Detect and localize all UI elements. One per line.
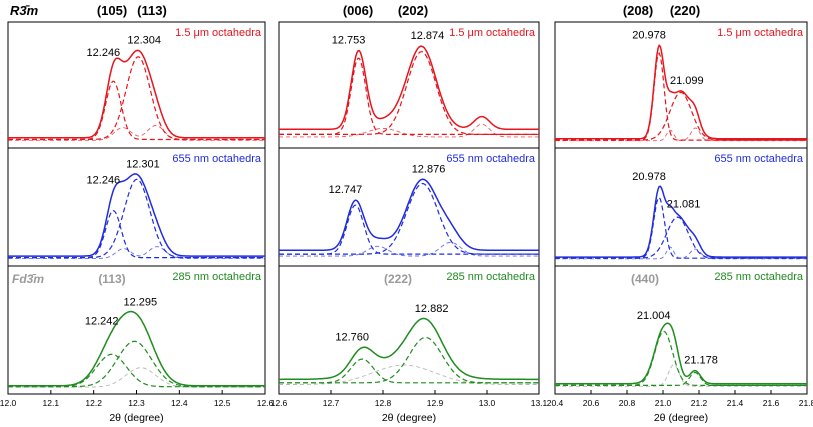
x-tick-label-1-0: 12.6 [271,398,288,408]
peak-label-1-0-1: 12.874 [411,30,445,42]
hkl-top-2-1: (220) [670,3,700,18]
fit-peak-b-0-2 [8,340,265,388]
peak-label-0-1-0: 12.246 [87,174,121,186]
hkl-top-2-0: (208) [623,3,653,18]
x-tick-label-1-5: 13.1 [531,398,548,408]
data-curve-1-0 [279,45,539,131]
sample-label-2-2: 285 nm octahedra [714,271,804,283]
peak-label-1-1-0: 12.747 [329,184,363,196]
sample-label-1-0: 1.5 μm octahedra [449,27,536,39]
fit-peak-b-1-1 [279,183,539,255]
hkl-top-1-1: (202) [398,3,428,18]
peak-label-0-1-1: 12.301 [126,158,160,170]
peak-label-1-0-0: 12.753 [332,34,366,46]
sample-label-0-2: 285 nm octahedra [172,271,262,283]
x-tick-label-1-4: 13.0 [479,398,496,408]
peak-label-1-2-1: 12.882 [415,303,449,315]
x-axis-label-1: 2θ (degree) [382,412,436,424]
fit-peak-b-0-0 [8,56,265,141]
x-axis-label-2: 2θ (degree) [654,412,708,424]
x-tick-label-1-2: 12.8 [375,398,392,408]
peak-label-1-2-0: 12.760 [335,332,369,344]
data-curve-2-2 [555,322,807,385]
peak-label-2-2-1: 21.178 [684,355,718,367]
hkl-top-0-0: (105) [97,3,127,18]
x-tick-label-2-7: 21.8 [799,398,813,408]
peak-label-0-2-1: 12.295 [124,296,158,308]
x-tick-label-0-4: 12.4 [171,398,188,408]
data-curve-1-2 [279,317,539,381]
phase-label-bottom: Fd3̄m [12,272,44,286]
x-tick-label-0-6: 12.6 [257,398,274,408]
phase-label-top: R3̄m [10,3,39,18]
peak-label-2-2-0: 21.004 [637,310,671,322]
hkl-bottom-1: (222) [384,272,412,286]
x-tick-label-2-6: 21.6 [763,398,780,408]
x-tick-label-1-3: 12.9 [427,398,444,408]
fit-peak-a-0-0 [8,80,265,141]
sample-label-1-2: 285 nm octahedra [446,271,536,283]
x-tick-label-2-3: 21.0 [655,398,672,408]
fit-peak-a-2-0 [555,51,807,141]
data-curve-0-0 [8,49,265,139]
fit-peak-b-2-0 [555,91,807,141]
x-axis-label-0: 2θ (degree) [109,412,163,424]
sample-label-0-0: 1.5 μm octahedra [175,27,262,39]
peak-label-2-0-1: 21.099 [670,75,704,87]
peak-label-0-2-0: 12.242 [85,316,119,328]
data-curve-0-1 [8,173,265,257]
x-tick-label-1-1: 12.7 [323,398,340,408]
data-curve-2-0 [555,44,807,140]
x-tick-label-0-5: 12.5 [214,398,231,408]
x-tick-label-0-2: 12.2 [85,398,102,408]
fit-minor-1-2 [279,364,539,385]
x-tick-label-2-0: 20.4 [547,398,564,408]
sample-label-1-1: 655 nm octahedra [446,153,536,165]
fit-minor-0-0 [8,125,265,141]
x-tick-label-2-4: 21.2 [691,398,708,408]
data-curve-2-1 [555,185,807,258]
fit-peak-a-2-2 [555,330,807,386]
fit-peak-b-2-1 [555,216,807,259]
sample-label-0-1: 655 nm octahedra [172,153,262,165]
hkl-bottom-0: (113) [98,272,125,286]
fit-peak-a-0-1 [8,209,265,259]
hkl-top-0-1: (113) [137,3,167,18]
subplot-frame-2-2 [554,265,808,395]
fit-peak-a-0-2 [8,353,265,388]
x-tick-label-0-1: 12.1 [43,398,60,408]
fit-minor-0-1 [8,246,265,259]
subplot-frame-1-2 [278,265,540,395]
peak-label-2-0-0: 20.978 [632,30,666,42]
x-tick-label-0-3: 12.3 [128,398,145,408]
peak-label-1-1-1: 12.876 [412,163,446,175]
hkl-top-1-0: (006) [343,3,373,18]
fit-peak-b-2-2 [555,371,807,386]
hkl-bottom-2: (440) [631,272,659,286]
x-tick-label-2-1: 20.6 [583,398,600,408]
sample-label-2-1: 655 nm octahedra [714,153,804,165]
fit-minor-1-1 [279,241,539,257]
x-tick-label-0-0: 12.0 [0,398,17,408]
fit-peak-b-0-1 [8,178,265,259]
fit-minor-2-2 [555,364,807,387]
fit-peak-b-1-0 [279,51,539,135]
peak-label-0-0-1: 12.304 [127,34,161,46]
fit-minor-0-2 [8,367,265,388]
x-tick-label-2-5: 21.4 [727,398,744,408]
fit-peak-b-1-2 [279,336,539,384]
fit-peak-a-1-1 [279,204,539,255]
peak-label-2-1-0: 20.978 [632,171,666,183]
sample-label-2-0: 1.5 μm octahedra [717,27,804,39]
data-curve-0-2 [8,310,265,387]
data-curve-1-1 [279,178,539,251]
x-tick-label-2-2: 20.8 [619,398,636,408]
peak-label-2-1-1: 21.081 [667,198,701,210]
subplot-frame-0-2 [7,265,266,395]
peak-label-0-0-0: 12.246 [87,47,121,59]
